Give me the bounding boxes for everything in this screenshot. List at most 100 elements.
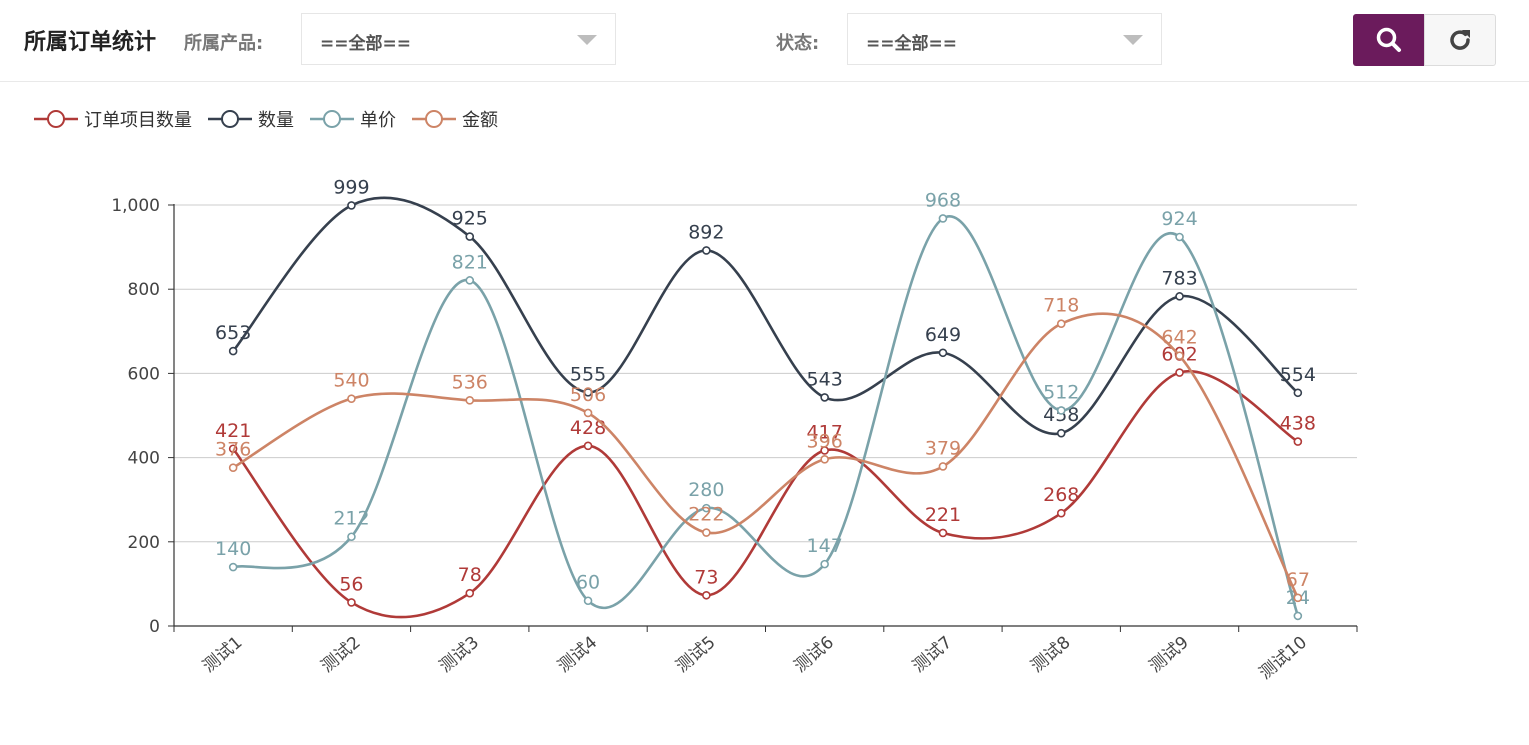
data-point[interactable] [1056,508,1066,518]
data-point[interactable] [820,446,829,455]
x-tick-label: 测试7 [909,633,956,677]
search-button[interactable] [1353,14,1425,66]
chevron-down-icon [577,35,597,45]
search-icon [1376,27,1401,52]
data-point[interactable] [702,528,711,537]
product-select-value: ==全部== [320,34,411,54]
data-point[interactable] [820,454,829,464]
y-tick-label: 0 [149,617,160,637]
data-label: 543 [807,368,843,390]
data-label: 438 [1280,413,1316,435]
data-point[interactable] [702,503,711,513]
data-point[interactable] [1175,292,1184,301]
legend-line-icon [34,110,78,128]
data-point[interactable] [465,396,475,405]
data-label: 73 [694,566,718,588]
status-select[interactable]: ==全部== [847,13,1162,65]
legend-line-icon [412,110,456,128]
x-tick-label: 测试10 [1256,633,1311,684]
x-tick-label: 测试3 [436,633,483,677]
data-point[interactable] [228,562,238,572]
data-label: 821 [452,251,488,273]
x-tick-label: 测试5 [672,633,719,677]
product-filter-label: 所属产品: [184,33,264,54]
data-label: 555 [570,363,606,385]
chart-legend: 订单项目数量 数量 单价 金额 [34,105,514,133]
data-point[interactable] [1293,611,1303,621]
data-label: 999 [333,176,369,198]
data-label: 60 [576,572,600,594]
data-point[interactable] [1056,428,1066,438]
data-point[interactable] [1056,406,1066,415]
data-label: 642 [1161,327,1197,349]
chevron-down-icon [1123,35,1143,45]
data-point[interactable] [347,394,356,403]
data-point[interactable] [228,463,238,473]
series-2: 653 999 925 555 892 543 649 458 783 554 [215,176,1316,438]
series-line [232,215,1300,617]
data-point[interactable] [583,596,593,606]
data-point[interactable] [228,346,238,356]
series-1: 421567842873417221268602438 [215,344,1316,619]
data-label: 396 [807,430,843,452]
data-label: 536 [452,371,488,393]
legend-item[interactable]: 金额 [412,106,498,132]
y-tick-label: 600 [128,364,160,384]
legend-item[interactable]: 数量 [208,106,294,132]
data-label: 653 [215,322,251,344]
data-point[interactable] [820,559,829,569]
data-point[interactable] [465,276,475,285]
data-label: 968 [925,189,961,211]
data-point[interactable] [938,528,948,538]
series-line [232,369,1299,619]
legend-item[interactable]: 订单项目数量 [34,106,192,132]
line-chart: 0 200 400 600 800 1,000 测试1 测试2 测试3 测试4 测试5 测试6 测试7 测… [111,176,1358,684]
data-point[interactable] [347,532,356,542]
data-point[interactable] [465,232,475,241]
data-point[interactable] [1293,437,1303,446]
data-point[interactable] [347,598,356,607]
legend-line-icon [208,110,252,128]
legend-label: 数量 [258,110,294,131]
data-point[interactable] [228,444,238,454]
legend-label: 金额 [462,110,498,131]
legend-item[interactable]: 单价 [310,106,396,132]
filter-toolbar: 所属订单统计 所属产品: ==全部== 状态: ==全部== [0,0,1529,82]
data-point[interactable] [347,201,356,210]
data-label: 428 [570,417,606,439]
data-point[interactable] [1175,232,1184,242]
data-point[interactable] [583,441,593,451]
y-tick-label: 400 [128,449,160,469]
data-point[interactable] [1175,368,1184,377]
status-filter-label: 状态: [776,33,820,54]
data-label: 147 [807,535,843,557]
data-point[interactable] [1293,388,1303,398]
data-point[interactable] [938,462,948,471]
series-line [232,196,1299,436]
product-select[interactable]: ==全部== [301,13,616,65]
data-label: 212 [333,508,369,530]
data-point[interactable] [702,590,711,600]
data-label: 925 [452,208,488,230]
data-point[interactable] [1293,593,1303,603]
data-label: 268 [1043,484,1079,506]
data-point[interactable] [820,393,829,402]
data-point[interactable] [1056,319,1066,329]
data-label: 506 [570,384,606,406]
data-point[interactable] [938,214,948,223]
data-point[interactable] [702,246,711,255]
data-label: 56 [339,573,363,595]
data-point[interactable] [583,388,593,397]
data-label: 280 [688,479,724,501]
x-tick-label: 测试9 [1146,633,1193,677]
data-label: 78 [458,564,482,586]
data-point[interactable] [938,348,948,358]
y-tick-label: 800 [128,280,160,300]
data-point[interactable] [1175,351,1184,361]
data-label: 221 [925,504,961,526]
reset-button[interactable] [1424,14,1496,66]
data-label: 140 [215,538,251,560]
data-point[interactable] [465,588,475,598]
data-point[interactable] [583,408,593,418]
refresh-icon [1450,30,1470,50]
